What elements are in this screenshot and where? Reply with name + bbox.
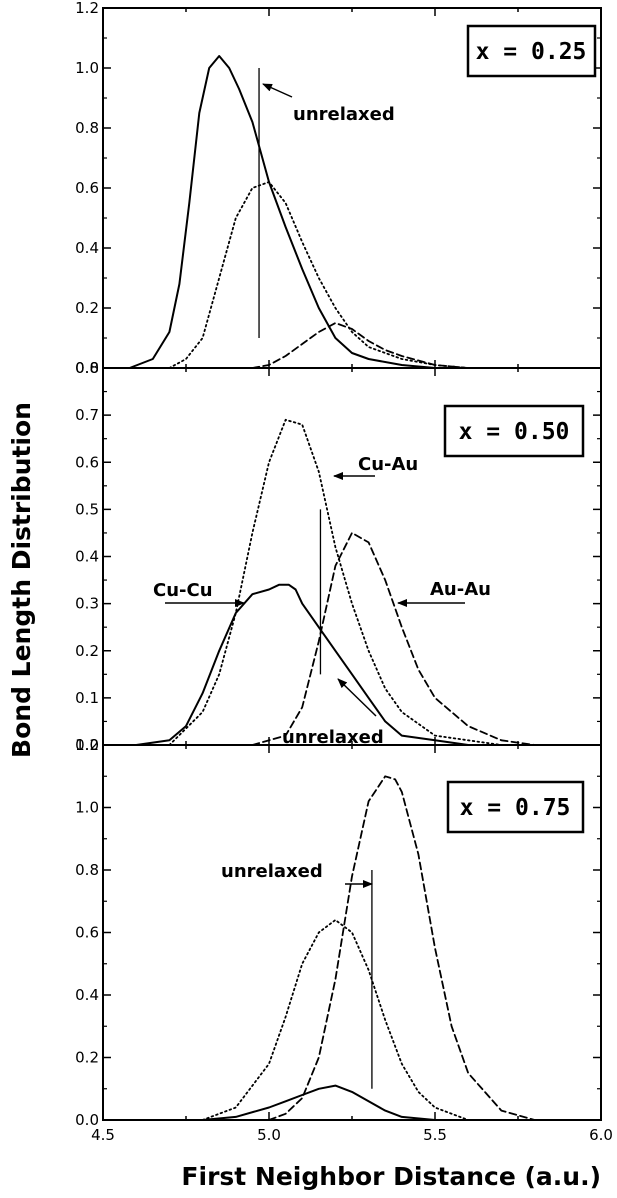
cu-au-distribution-curve bbox=[168, 418, 536, 746]
unrelaxed-arrow bbox=[337, 678, 377, 717]
panel-x-0-50: 0.0 0.1 0.2 0.3 0.4 0.5 0.6 0.7 0.8 x = 0.50 Cu-… bbox=[75, 359, 602, 754]
composition-badge-box bbox=[443, 404, 585, 458]
y-tick-label: 0.6 bbox=[75, 453, 99, 471]
y-tick-label: 0.8 bbox=[75, 119, 99, 137]
unrelaxed-label: unrelaxed bbox=[282, 727, 384, 748]
composition-badge: x = 0.50 bbox=[459, 419, 570, 445]
x-axis-title: First Neighbor Distance (a.u.) bbox=[181, 1162, 601, 1191]
y-tick-label: 1.2 bbox=[75, 0, 99, 17]
au-au-distribution-curve bbox=[251, 532, 569, 746]
composition-badge: x = 0.75 bbox=[460, 795, 571, 821]
au-au-label: Au-Au bbox=[430, 579, 491, 600]
y-tick-label: 0.6 bbox=[75, 924, 99, 942]
y-tick-label: 0.6 bbox=[75, 179, 99, 197]
y-tick-label: 1.0 bbox=[75, 59, 99, 77]
x-tick-label: 4.5 bbox=[91, 1126, 115, 1144]
y-tick-label: 0.4 bbox=[75, 986, 99, 1004]
cu-au-label: Cu-Au bbox=[358, 454, 418, 475]
y-tick-label: 0.2 bbox=[75, 299, 99, 317]
solid-distribution-curve bbox=[128, 55, 436, 369]
y-tick-label: 0.2 bbox=[75, 642, 99, 660]
y-tick-label: 0.2 bbox=[75, 1049, 99, 1067]
y-tick-label: 0.0 bbox=[75, 736, 99, 754]
unrelaxed-arrow bbox=[262, 83, 293, 98]
y-tick-label: 1.0 bbox=[75, 799, 99, 817]
cu-cu-label: Cu-Cu bbox=[153, 580, 213, 601]
dashed-distribution-curve bbox=[268, 775, 536, 1121]
panel-x-0-25: 0.0 0.2 0.4 0.6 0.8 1.0 1.2 x = 0.25 unrelaxed bbox=[75, 0, 602, 377]
dotted-distribution-curve bbox=[201, 919, 470, 1121]
y-tick-label: 0.0 bbox=[75, 359, 99, 377]
composition-badge-box bbox=[466, 24, 597, 78]
y-tick-label: 0.3 bbox=[75, 595, 99, 613]
unrelaxed-label: unrelaxed bbox=[221, 861, 323, 882]
panel-frame bbox=[102, 744, 602, 1121]
y-tick-label: 0.8 bbox=[75, 861, 99, 879]
y-axis-title: Bond Length Distribution bbox=[7, 402, 36, 758]
y-tick-label: 0.1 bbox=[75, 689, 99, 707]
x-tick-label: 5.0 bbox=[257, 1126, 281, 1144]
y-tick-label: 0.8 bbox=[75, 359, 99, 377]
y-tick-label: 0.4 bbox=[75, 548, 99, 566]
x-tick-label: 5.5 bbox=[423, 1126, 447, 1144]
y-tick-label: 0.0 bbox=[75, 1111, 99, 1129]
y-tick-label: 1.2 bbox=[75, 736, 99, 754]
x-tick-label: 6.0 bbox=[589, 1126, 613, 1144]
y-tick-label: 0.7 bbox=[75, 406, 99, 424]
composition-badge-box bbox=[446, 780, 585, 834]
solid-distribution-curve bbox=[201, 1084, 436, 1121]
panel-x-0-75: 0.0 0.2 0.4 0.6 0.8 1.0 1.2 x = 0.75 unrelaxed bbox=[75, 736, 602, 1129]
y-tick-label: 0.5 bbox=[75, 500, 99, 518]
dotted-distribution-curve bbox=[168, 181, 470, 369]
composition-badge: x = 0.25 bbox=[476, 39, 587, 65]
y-tick-label: 0.4 bbox=[75, 239, 99, 257]
cu-cu-distribution-curve bbox=[135, 583, 470, 746]
unrelaxed-label: unrelaxed bbox=[293, 104, 395, 125]
